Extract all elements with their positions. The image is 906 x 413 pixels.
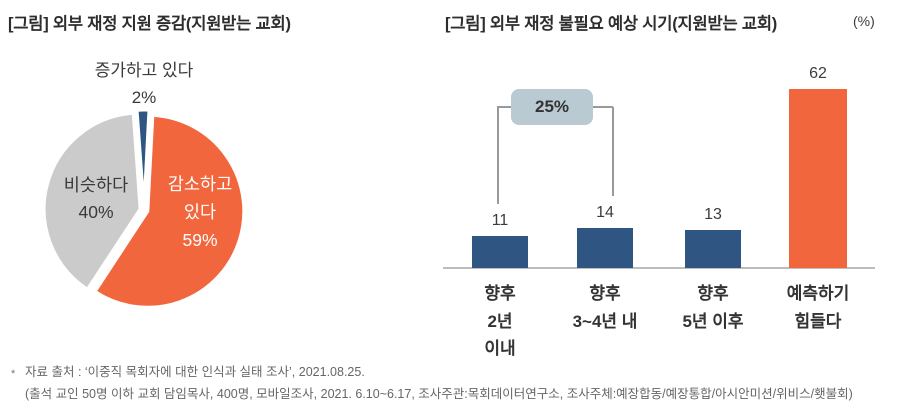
pie-label-increasing-text: 증가하고 있다 <box>94 61 194 80</box>
bar-3 <box>789 89 847 268</box>
pie-label-decreasing-text-1: 감소하고 <box>167 174 233 194</box>
source-note-line-1: 자료 출처 : ‘이중직 목회자에 대한 인식과 실태 조사’, 2021.08… <box>25 365 365 379</box>
bar-category-label-0: 향후 2년 이내 <box>484 284 516 358</box>
pie-slice-2 <box>135 108 151 207</box>
bar-category-label-1: 향후 3~4년 내 <box>572 284 638 331</box>
percent-unit-label: (%) <box>853 13 875 29</box>
pie-chart-title: [그림] 외부 재정 지원 증감(지원받는 교회) <box>8 15 291 33</box>
bar-value-label-0: 11 <box>491 212 509 229</box>
pie-label-increasing-value: 2% <box>131 88 157 107</box>
x-axis-line <box>443 267 875 269</box>
pie-chart <box>42 108 246 309</box>
pie-label-decreasing: 감소하고 있다 59% <box>140 170 260 254</box>
bar-value-label-2: 13 <box>704 206 722 223</box>
pie-slice-1 <box>42 111 142 292</box>
bar-1 <box>577 228 633 268</box>
pie-label-similar-text: 비슷하다 <box>63 175 129 195</box>
source-note-text: 자료 출처 : ‘이중직 목회자에 대한 인식과 실태 조사’, 2021.08… <box>25 361 853 405</box>
bar-category-label-2: 향후 5년 이후 <box>682 284 744 331</box>
bracket-line-right <box>612 107 614 196</box>
pie-label-similar-value: 40% <box>78 202 114 222</box>
bar-chart-title: [그림] 외부 재정 불필요 예상 시기(지원받는 교회) <box>445 15 778 33</box>
pie-slice-0 <box>93 113 246 309</box>
source-note: * 자료 출처 : ‘이중직 목회자에 대한 인식과 실태 조사’, 2021.… <box>11 361 853 405</box>
bracket-sum-badge: 25% <box>511 89 593 125</box>
bar-0 <box>472 236 528 268</box>
pie-label-similar: 비슷하다 40% <box>36 172 156 226</box>
bar-category-label-3: 예측하기 힘들다 <box>786 284 850 331</box>
bar-2 <box>685 230 741 268</box>
pie-label-increasing: 증가하고 있다 2% <box>44 57 244 111</box>
bracket-line-left <box>497 107 499 204</box>
bracket-sum-label: 25% <box>534 97 570 116</box>
bar-value-label-3: 62 <box>809 65 827 82</box>
pie-label-decreasing-value: 59% <box>182 230 218 250</box>
source-note-marker: * <box>11 368 16 380</box>
bar-value-label-1: 14 <box>596 204 614 221</box>
source-note-line-2: (출석 교인 50명 이하 교회 담임목사, 400명, 모바일조사, 2021… <box>25 387 853 401</box>
pie-label-decreasing-text-2: 있다 <box>183 202 217 222</box>
